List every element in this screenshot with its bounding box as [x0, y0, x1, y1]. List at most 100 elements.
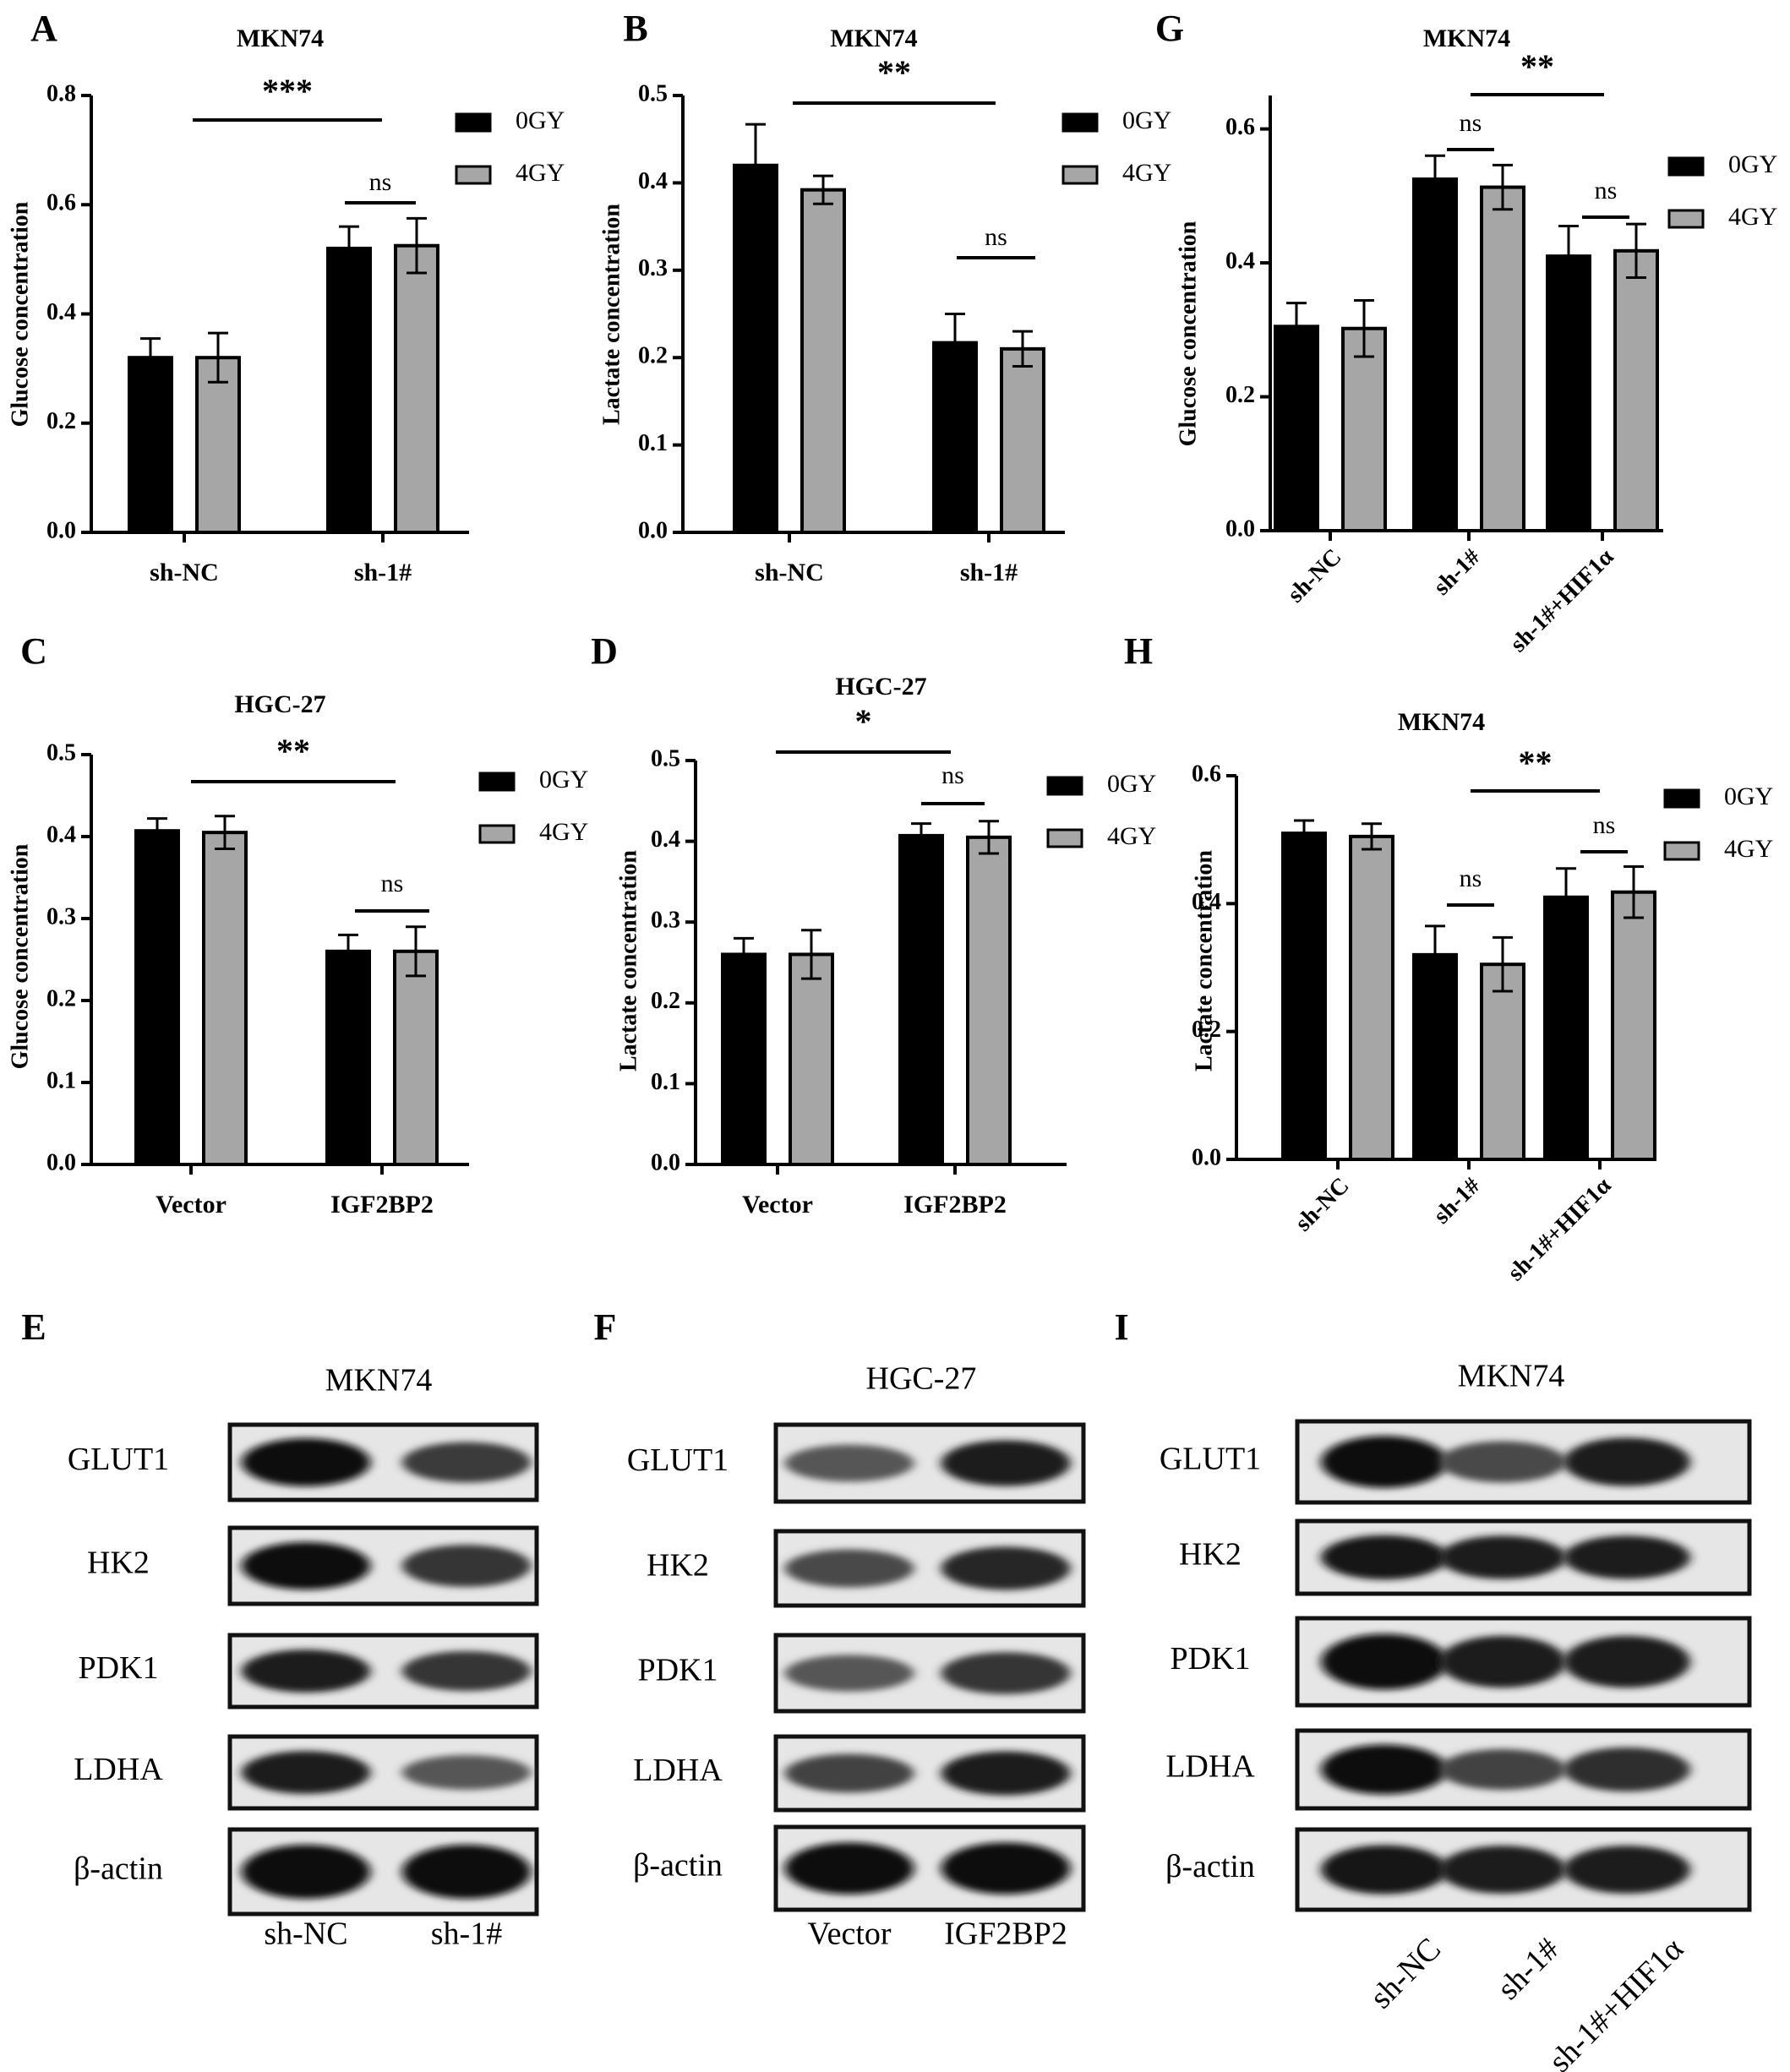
legend-label: 4GY — [516, 159, 565, 187]
protein-label: LDHA — [633, 1753, 723, 1788]
x-tick-label: Vector — [742, 1191, 813, 1219]
legend-swatch-0gy — [455, 112, 492, 133]
panel-letter: I — [1114, 1306, 1128, 1348]
y-tick-label: 0.4 — [1225, 248, 1255, 274]
legend-label: 0GY — [1724, 782, 1773, 810]
y-tick-label: 0.5 — [651, 745, 680, 772]
bar-0gy — [898, 833, 944, 1167]
chart-panel-g: G MKN74 0.0 0.2 0.4 0.6 Glucose concentration s… — [1155, 8, 1777, 657]
legend-label: 0GY — [1728, 150, 1777, 178]
bar-4gy — [1611, 890, 1656, 1162]
y-tick-label: 0.1 — [651, 1069, 680, 1095]
legend-swatch-0gy — [1046, 776, 1083, 796]
bar-4gy — [1613, 248, 1659, 532]
blot-band — [1321, 1744, 1448, 1795]
chart-panel-c: C HGC-27 0.0 0.1 0.2 0.3 0.4 0.5 Glucose concent… — [7, 630, 588, 1219]
y-tick-label: 0.4 — [1192, 889, 1221, 915]
y-axis-label: Glucose concentration — [1175, 221, 1201, 446]
protein-label: LDHA — [74, 1752, 163, 1787]
y-tick-label: 0.0 — [1192, 1144, 1221, 1170]
chart-title: MKN74 — [237, 25, 324, 52]
blot-band — [784, 1549, 914, 1588]
protein-label: PDK1 — [1170, 1641, 1250, 1677]
legend-label: 4GY — [1724, 835, 1773, 863]
blot-title: HGC-27 — [866, 1361, 977, 1397]
blot-band — [941, 1751, 1071, 1796]
bar-0gy — [1281, 832, 1327, 1161]
y-tick-label: 0.6 — [1225, 114, 1255, 140]
chart-panel-a: A MKN74 0.0 0.2 0.4 0.6 0.8 Glucose concentrati… — [7, 8, 565, 586]
chart-panel-h: H MKN74 0.0 0.2 0.4 0.6 Lactate concentration s… — [1124, 630, 1773, 1286]
legend-label: 4GY — [539, 818, 588, 846]
blot-band — [1564, 1635, 1690, 1688]
x-tick-label: sh-1# — [1428, 544, 1485, 601]
significance-label: *** — [262, 72, 313, 110]
y-tick-label: 0.1 — [638, 430, 668, 456]
chart-title: HGC-27 — [835, 673, 926, 701]
significance-label: * — [855, 702, 872, 740]
panel-letter: H — [1124, 630, 1153, 672]
y-tick-label: 0.4 — [46, 821, 76, 848]
blot-band — [241, 1649, 371, 1693]
blot-title: MKN74 — [325, 1363, 433, 1399]
blot-band — [401, 1845, 532, 1899]
bar-0gy — [721, 952, 767, 1166]
legend-swatch-4gy — [478, 824, 516, 844]
chart-panel-b: B MKN74 0.0 0.1 0.2 0.3 0.4 0.5 Lactate concentr… — [598, 8, 1171, 586]
legend-label: 0GY — [539, 766, 588, 793]
legend-label: 0GY — [516, 106, 565, 134]
y-axis-label: Lactate concentration — [598, 204, 625, 425]
y-tick-label: 0.0 — [651, 1149, 680, 1175]
y-tick-label: 0.0 — [46, 517, 76, 543]
panel-letter: E — [21, 1306, 46, 1348]
blot-band — [401, 1442, 532, 1483]
y-tick-label: 0.2 — [651, 988, 680, 1014]
protein-label: GLUT1 — [68, 1442, 169, 1477]
bar-0gy — [1412, 177, 1458, 533]
protein-label: HK2 — [1179, 1537, 1242, 1573]
x-tick-label: sh-NC — [1291, 1173, 1355, 1237]
significance-label: ns — [1460, 109, 1482, 137]
lane-label: sh-NC — [1363, 1931, 1448, 2015]
x-tick-label: IGF2BP2 — [903, 1191, 1007, 1219]
x-tick-label: Vector — [156, 1191, 226, 1219]
x-tick-label: sh-1#+HIF1α — [1503, 1172, 1617, 1286]
protein-label: HK2 — [87, 1546, 150, 1581]
lane-label: IGF2BP2 — [944, 1917, 1067, 1952]
x-tick-label: sh-NC — [150, 559, 219, 586]
protein-label: β-actin — [1165, 1849, 1255, 1884]
bar-0gy — [932, 341, 978, 535]
blot-band — [1439, 1635, 1566, 1688]
legend-swatch-4gy — [455, 165, 492, 185]
legend-label: 4GY — [1107, 822, 1156, 850]
panel-letter: D — [591, 630, 618, 672]
blot-band — [784, 1655, 914, 1692]
panel-letter: A — [30, 8, 57, 49]
y-tick-label: 0.1 — [46, 1067, 76, 1093]
y-tick-label: 0.4 — [46, 299, 76, 325]
bar-4gy — [195, 356, 241, 535]
bar-0gy — [325, 949, 371, 1167]
bar-4gy — [1480, 185, 1525, 533]
bar-4gy — [800, 188, 846, 534]
y-axis-label: Glucose concentration — [7, 201, 33, 427]
y-tick-label: 0.0 — [1225, 515, 1255, 542]
y-tick-label: 0.3 — [651, 908, 680, 934]
blot-band — [941, 1546, 1071, 1590]
y-axis-label: Lactate concentration — [615, 850, 641, 1071]
significance-label: ** — [1520, 47, 1554, 85]
legend-swatch-0gy — [1667, 156, 1705, 177]
y-tick-label: 0.2 — [46, 985, 76, 1011]
x-tick-label: sh-NC — [755, 559, 824, 586]
blot-band — [241, 1438, 371, 1486]
significance-label: ns — [985, 223, 1007, 251]
lane-label: sh-1# — [431, 1917, 502, 1952]
blot-band — [1321, 1633, 1448, 1690]
blot-band — [401, 1650, 532, 1692]
bar-0gy — [1543, 895, 1589, 1162]
chart-panel-d: D HGC-27 0.0 0.1 0.2 0.3 0.4 0.5 Lactate concent… — [591, 630, 1156, 1219]
bar-0gy — [326, 246, 372, 534]
blot-band — [1564, 1535, 1690, 1579]
western-blot-panel-f: F HGC-27 GLUT1 HK2 PDK1 LDHA β-actin Vector IGF2… — [594, 1306, 1086, 1952]
